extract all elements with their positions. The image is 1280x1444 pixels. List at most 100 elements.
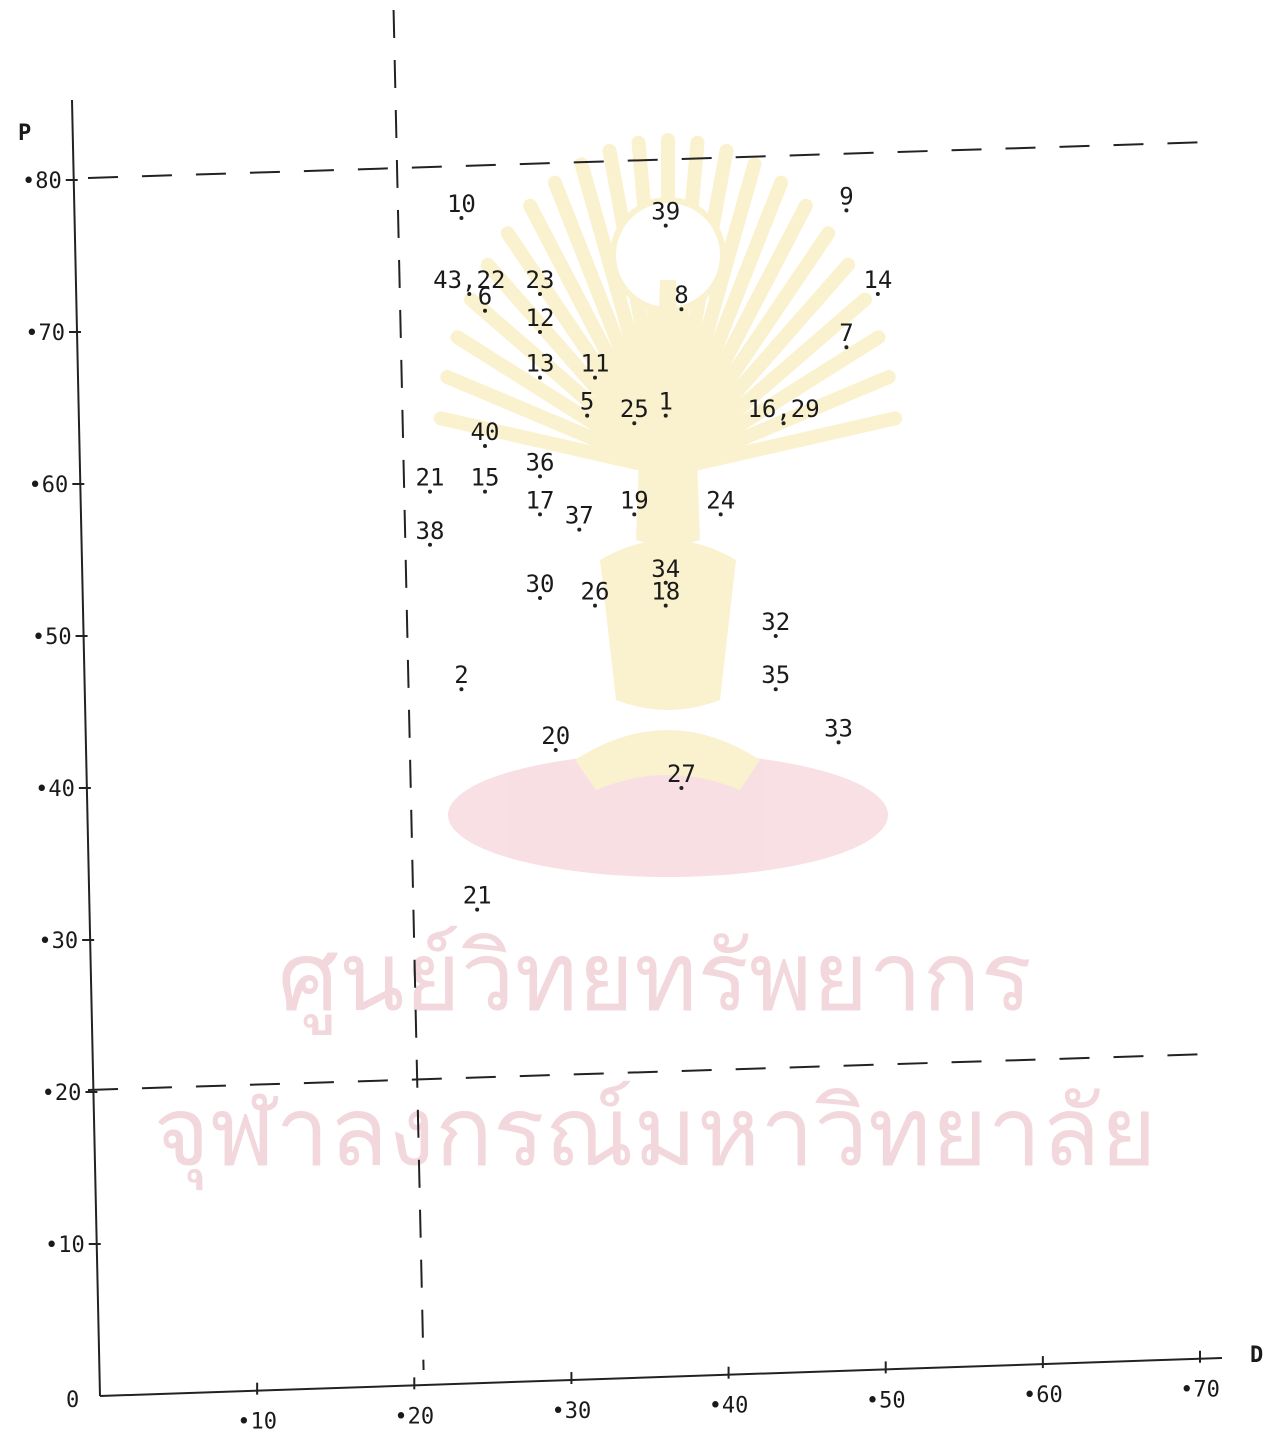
- point-label: 30: [526, 570, 555, 598]
- watermark-line-1: ศูนย์วิทยทรัพยากร: [278, 921, 1032, 1035]
- point-label: 15: [471, 464, 500, 492]
- point-dot: [459, 216, 464, 220]
- point-label: 11: [581, 350, 610, 378]
- point-dot: [632, 512, 637, 517]
- point-label: 18: [651, 578, 680, 606]
- x-tick-label: •50: [866, 1388, 906, 1413]
- point-label: 21: [416, 464, 445, 492]
- point-label: 26: [581, 578, 610, 606]
- ticks: •10 •20 •30 •40 •50 •60 •70 •80 •10 •20 •30 •40 •50 •…: [22, 169, 1220, 1435]
- point-label: 16,29: [747, 395, 819, 423]
- point-dot: [475, 907, 480, 912]
- point-dot: [483, 444, 487, 448]
- dashed-vertical-line: [392, 9, 425, 1371]
- point-label: 39: [651, 198, 680, 226]
- point-dot: [428, 542, 432, 547]
- point-dot: [538, 330, 542, 334]
- point-label: 40: [471, 418, 500, 446]
- point-dot: [836, 740, 841, 745]
- point-dot: [663, 580, 668, 585]
- point-label: 38: [416, 517, 445, 545]
- y-tick-label: •40: [35, 777, 75, 802]
- x-tick-label: •30: [552, 1399, 592, 1424]
- point-label: 10: [447, 190, 476, 218]
- point-label: 5: [580, 388, 594, 416]
- point-label: 17: [526, 486, 555, 514]
- point-label: 35: [761, 661, 790, 689]
- y-tick-label: •60: [29, 473, 69, 498]
- point-dot: [467, 292, 472, 296]
- point-label: 1: [658, 388, 672, 416]
- point-dot: [844, 345, 849, 350]
- point-dot: [538, 596, 542, 600]
- point-dot: [632, 421, 637, 426]
- x-axis-title: D: [1250, 1343, 1263, 1368]
- point-label: 2: [454, 661, 468, 689]
- dashed-horizontal-line: [87, 141, 1211, 179]
- point-dot: [593, 375, 597, 380]
- y-tick-label: •30: [38, 929, 78, 954]
- watermark-emblem: [433, 133, 903, 877]
- watermark-ray: [661, 411, 903, 477]
- y-axis-title: P: [18, 121, 31, 146]
- y-axis-line: [71, 99, 101, 1397]
- point-label: 23: [526, 266, 555, 294]
- point-label: 6: [478, 283, 492, 311]
- point-dot: [593, 603, 597, 608]
- point-label: 25: [620, 395, 649, 423]
- y-tick-label: •80: [22, 169, 62, 194]
- point-dot: [679, 307, 684, 312]
- point-label: 33: [824, 714, 853, 742]
- point-dot: [483, 308, 487, 313]
- point-label: 13: [526, 350, 555, 378]
- y-tick-label: •20: [42, 1081, 82, 1106]
- point-dot: [718, 512, 723, 517]
- point-dot: [585, 413, 590, 418]
- watermark-line-2: จุฬาลงกรณ์มหาวิทยาลัย: [153, 1076, 1156, 1191]
- point-label: 21: [463, 882, 492, 910]
- x-tick-label: •60: [1023, 1383, 1063, 1408]
- y-tick-label: •10: [45, 1233, 85, 1258]
- point-dot: [538, 292, 542, 296]
- point-label: 32: [761, 608, 790, 636]
- point-dot: [663, 603, 668, 608]
- point-dot: [844, 208, 849, 213]
- point-label: 24: [706, 486, 735, 514]
- point-dot: [538, 375, 542, 380]
- point-label: 8: [674, 281, 688, 309]
- x-axis-line: [99, 1357, 1223, 1397]
- point-dot: [663, 413, 668, 418]
- point-label: 27: [667, 760, 696, 788]
- point-dot: [875, 292, 880, 296]
- point-dot: [483, 489, 487, 494]
- x-tick-label: •40: [709, 1394, 749, 1419]
- x-tick-label: •10: [237, 1410, 277, 1435]
- point-dot: [553, 748, 558, 752]
- axes: [71, 99, 1223, 1397]
- x-tick-label: •70: [1180, 1378, 1220, 1403]
- point-dot: [663, 223, 668, 228]
- point-dot: [773, 687, 778, 692]
- y-tick-label: •50: [32, 625, 72, 650]
- y-tick-label: •70: [25, 321, 65, 346]
- point-dot: [679, 786, 684, 790]
- point-label: 43,22: [433, 266, 505, 294]
- point-label: 36: [526, 448, 555, 476]
- point-label: 12: [526, 304, 555, 332]
- reference-lines: [87, 9, 1211, 1371]
- point-label: 19: [620, 486, 649, 514]
- point-dot: [428, 489, 432, 494]
- point-dot: [538, 474, 542, 479]
- point-dot: [781, 421, 786, 426]
- point-label: 7: [839, 319, 853, 347]
- point-label: 34: [651, 555, 680, 583]
- origin-label: 0: [66, 1388, 79, 1413]
- dashed-horizontal-line: [87, 1053, 1211, 1091]
- point-dot: [459, 687, 464, 692]
- x-tick-label: •20: [394, 1404, 434, 1429]
- point-label: 14: [863, 266, 892, 294]
- point-label: 37: [565, 502, 594, 530]
- point-label: 9: [839, 182, 853, 210]
